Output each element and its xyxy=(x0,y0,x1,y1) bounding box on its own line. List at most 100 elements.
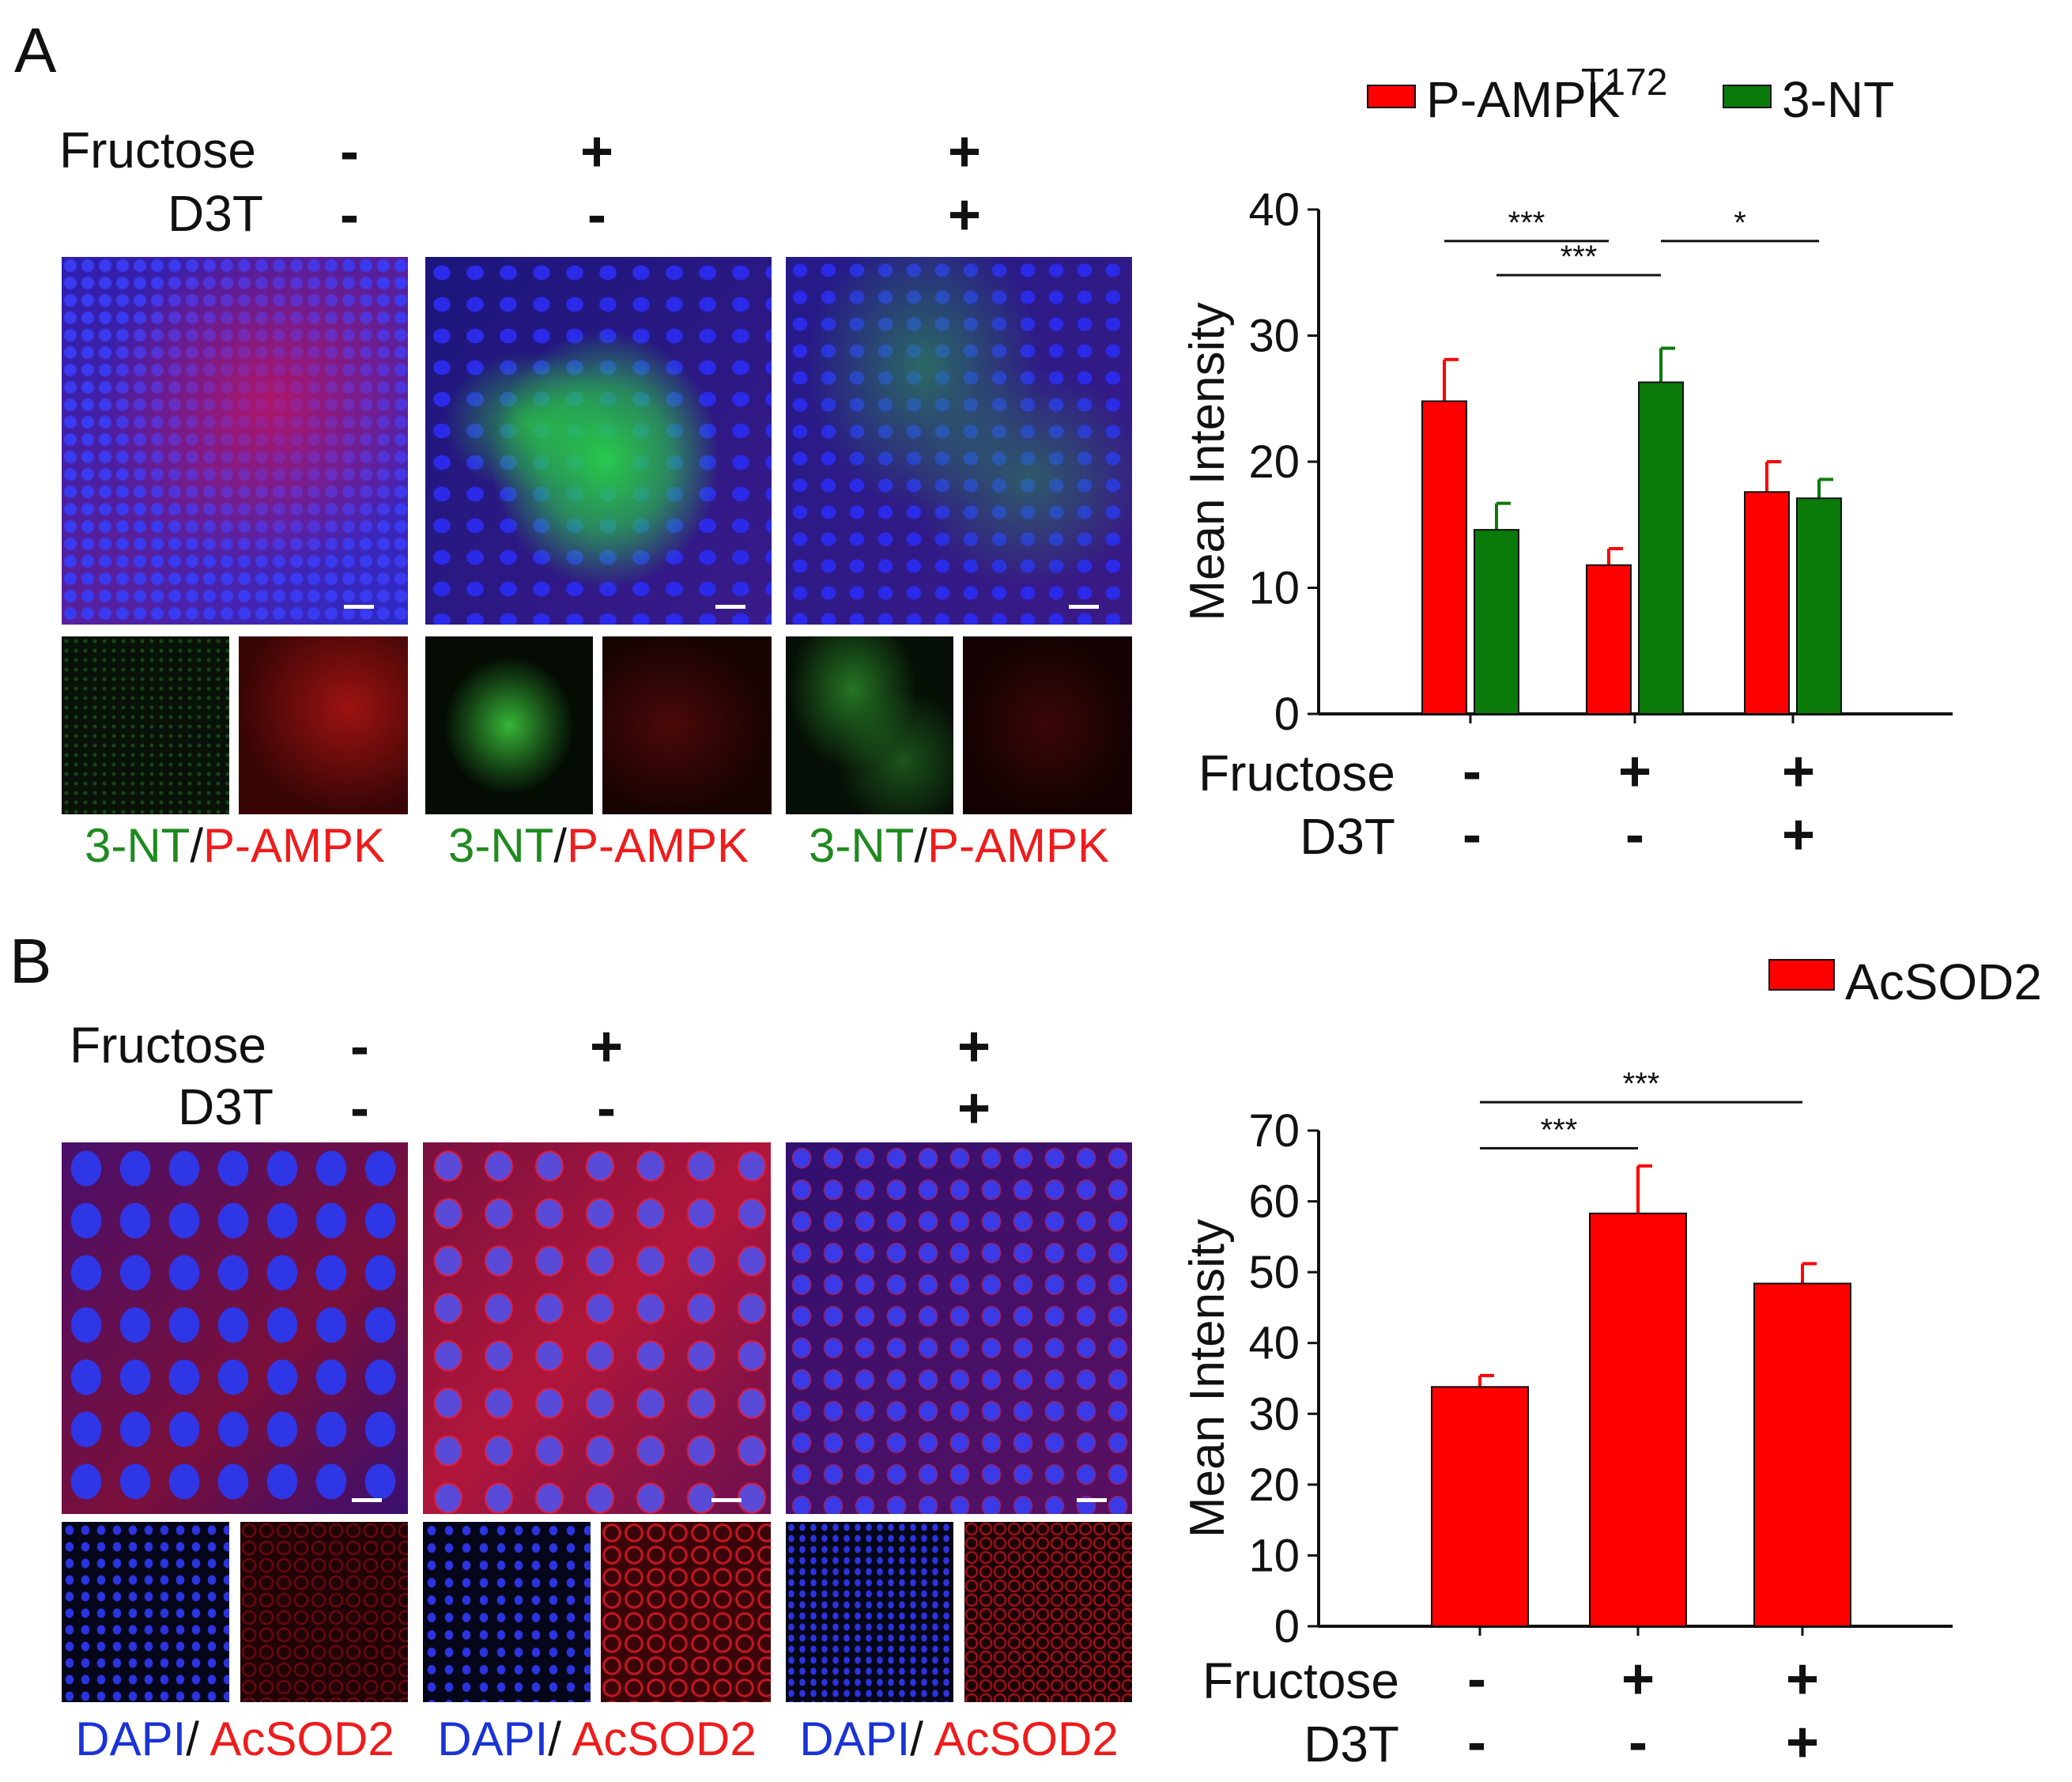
caption-b3: DAPI/ AcSOD2 xyxy=(786,1712,1132,1766)
caption-a3: 3-NT/P-AMPK xyxy=(786,818,1132,873)
x-condition-label: D3T xyxy=(1300,808,1395,865)
x-condition-sign: - xyxy=(1462,740,1481,803)
caption-b2-sep: / xyxy=(548,1712,572,1765)
y-tick-label: 70 xyxy=(1248,1105,1300,1157)
legend-swatch xyxy=(1723,85,1772,108)
micrograph-b1-red xyxy=(240,1522,408,1702)
caption-a2: 3-NT/P-AMPK xyxy=(425,818,772,873)
caption-a1-green: 3-NT xyxy=(84,819,191,872)
scale-bar xyxy=(1069,605,1099,609)
y-axis-label: Mean Intensity xyxy=(1180,1219,1235,1538)
bar xyxy=(1753,1282,1851,1627)
bar xyxy=(1431,1386,1529,1627)
micrograph-a3-merge xyxy=(786,257,1132,625)
micrograph-a1-green xyxy=(62,636,229,814)
caption-a2-green: 3-NT xyxy=(447,819,554,872)
caption-b1-red: AcSOD2 xyxy=(209,1712,394,1765)
caption-b2-red: AcSOD2 xyxy=(572,1712,757,1765)
caption-a1-red: P-AMPK xyxy=(202,819,386,872)
micrograph-b2-blue xyxy=(423,1522,591,1702)
x-condition-sign: - xyxy=(1625,803,1644,866)
sign-fructose-1: - xyxy=(350,1015,369,1078)
caption-b1-sep: / xyxy=(186,1712,210,1765)
significance-label: *** xyxy=(1541,1112,1578,1147)
bar xyxy=(1638,381,1684,715)
scale-bar xyxy=(352,1498,382,1502)
micrograph-b3-red xyxy=(964,1522,1132,1702)
caption-b1: DAPI/ AcSOD2 xyxy=(62,1712,408,1766)
significance-label: * xyxy=(1734,206,1746,240)
y-tick-label: 30 xyxy=(1248,1388,1300,1440)
micrograph-a2-red xyxy=(602,636,772,814)
bar xyxy=(1586,564,1632,715)
legend-swatch xyxy=(1367,85,1416,108)
y-tick-label: 10 xyxy=(1248,1530,1300,1581)
scale-bar xyxy=(715,605,745,609)
x-condition-sign: + xyxy=(1786,1648,1819,1711)
y-axis-label: Mean Intensity xyxy=(1180,302,1235,621)
micrograph-b1-merge xyxy=(62,1142,408,1514)
y-tick-label: 20 xyxy=(1248,1459,1300,1511)
sign-fructose-3: + xyxy=(957,1015,991,1078)
sign-fructose-3: + xyxy=(947,120,982,183)
x-condition-sign: - xyxy=(1467,1648,1486,1711)
sign-d3t-2: - xyxy=(587,183,606,247)
x-condition-label: D3T xyxy=(1304,1716,1399,1773)
y-tick-label: 60 xyxy=(1248,1176,1300,1228)
legend-label: 3-NT xyxy=(1782,71,1894,128)
legend-swatch xyxy=(1768,959,1835,991)
significance-label: *** xyxy=(1508,206,1546,240)
sign-fructose-1: - xyxy=(340,120,359,183)
x-condition-sign: - xyxy=(1629,1711,1647,1774)
caption-a1-sep: / xyxy=(190,819,203,872)
bar xyxy=(1744,491,1790,715)
sign-d3t-1: - xyxy=(340,183,359,247)
sign-fructose-2: + xyxy=(589,1015,624,1078)
bar xyxy=(1421,400,1467,715)
micrograph-b2-merge xyxy=(423,1142,771,1514)
legend-label-superscript: T172 xyxy=(1581,62,1667,104)
y-tick-label: 30 xyxy=(1248,311,1300,362)
y-tick-label: 0 xyxy=(1274,1601,1300,1652)
y-tick-label: 0 xyxy=(1274,689,1300,740)
caption-a1: 3-NT/P-AMPK xyxy=(62,818,408,873)
x-condition-sign: + xyxy=(1618,740,1651,803)
x-condition-sign: + xyxy=(1782,740,1815,803)
legend-label: P-AMPK xyxy=(1426,71,1620,128)
bar xyxy=(1589,1212,1687,1627)
sign-d3t-3: + xyxy=(957,1077,991,1140)
sign-d3t-3: + xyxy=(947,183,982,247)
micrograph-a1-merge xyxy=(62,257,408,625)
caption-b3-red: AcSOD2 xyxy=(934,1712,1119,1765)
micrograph-a2-green xyxy=(425,636,593,814)
x-condition-sign: + xyxy=(1782,803,1815,866)
scale-bar xyxy=(711,1498,742,1502)
micrograph-b3-merge xyxy=(786,1142,1132,1514)
caption-b2: DAPI/ AcSOD2 xyxy=(423,1712,771,1766)
x-condition-sign: - xyxy=(1462,803,1481,866)
condition-label-fructose: Fructose xyxy=(70,1017,266,1074)
sign-d3t-2: - xyxy=(597,1077,616,1140)
condition-label-d3t: D3T xyxy=(168,185,263,242)
legend-label: AcSOD2 xyxy=(1845,953,2042,1010)
caption-a3-red: P-AMPK xyxy=(927,819,1110,872)
y-tick-label: 10 xyxy=(1248,563,1300,614)
x-condition-label: Fructose xyxy=(1202,1652,1399,1709)
bar xyxy=(1474,529,1519,715)
significance-label: *** xyxy=(1623,1067,1660,1101)
panel-letter-b: B xyxy=(9,926,52,996)
panel-letter-a: A xyxy=(14,15,57,85)
x-condition-label: Fructose xyxy=(1198,745,1395,802)
y-tick-label: 40 xyxy=(1248,1318,1300,1369)
x-condition-sign: - xyxy=(1467,1711,1486,1774)
micrograph-b1-blue xyxy=(62,1522,229,1702)
micrograph-a3-green xyxy=(786,636,953,814)
bar xyxy=(1796,497,1842,715)
y-tick-label: 50 xyxy=(1248,1247,1300,1298)
caption-a3-green: 3-NT xyxy=(808,819,915,872)
y-tick-label: 20 xyxy=(1248,436,1300,488)
x-condition-sign: + xyxy=(1621,1648,1655,1711)
caption-a2-red: P-AMPK xyxy=(566,819,749,872)
caption-b2-blue: DAPI xyxy=(437,1712,549,1765)
